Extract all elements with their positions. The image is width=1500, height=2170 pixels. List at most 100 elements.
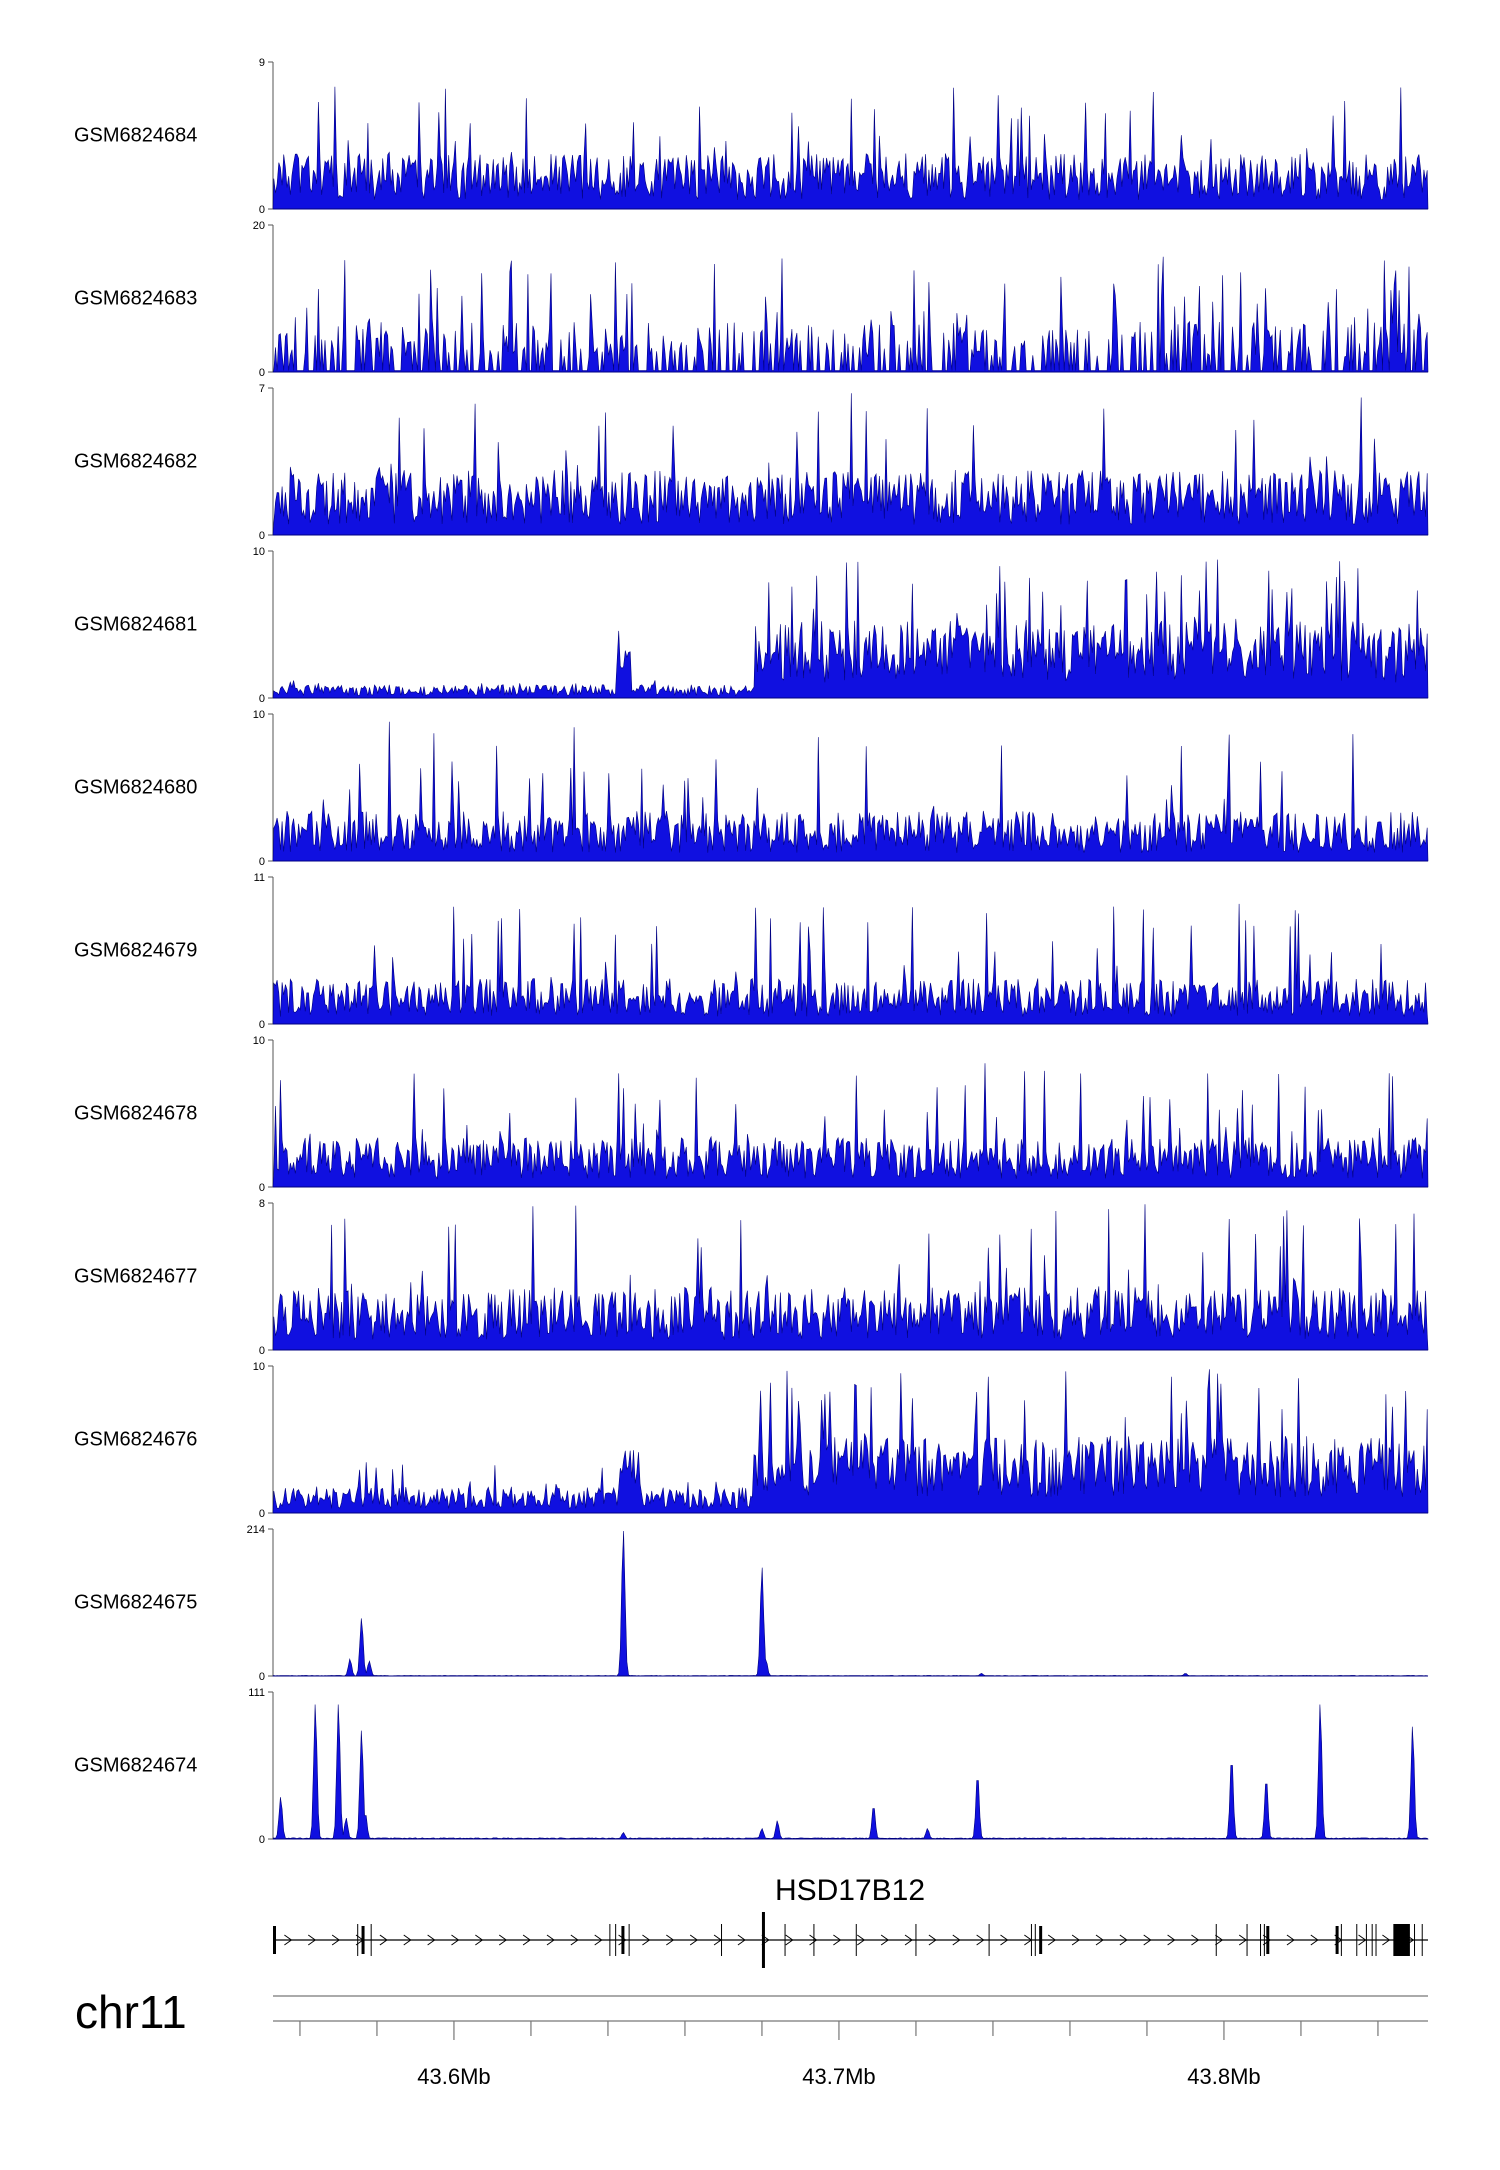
track-GSM6824684: GSM6824684 9 0 [74, 57, 1429, 216]
strand-arrow [1119, 1934, 1128, 1946]
strand-arrow [809, 1934, 818, 1946]
y-tick-label-max: 9 [259, 57, 265, 69]
y-tick-label-max: 11 [254, 872, 265, 884]
strand-arrow [1262, 1934, 1271, 1946]
gene-annotation-track: HSD17B12 [273, 1874, 1428, 1968]
strand-arrow [427, 1934, 436, 1946]
track-label: GSM6824679 [74, 940, 197, 962]
strand-arrow [642, 1934, 651, 1946]
strand-arrow [570, 1934, 579, 1946]
y-tick-label-min: 0 [259, 530, 265, 542]
axis-tick-label: 43.8Mb [1187, 2064, 1260, 2089]
strand-arrow [594, 1934, 603, 1946]
signal-area [272, 1369, 1429, 1514]
genome-axis: chr11 43.6Mb 43.7Mb 43.8Mb [75, 1986, 1428, 2089]
strand-arrow [1191, 1934, 1200, 1946]
strand-arrow [331, 1934, 341, 1946]
y-tick-label-min: 0 [259, 693, 265, 705]
strand-arrow [1167, 1934, 1176, 1946]
strand-arrow [403, 1934, 412, 1946]
exon [1266, 1926, 1270, 1954]
track-GSM6824675: GSM6824675 214 0 [74, 1524, 1429, 1683]
exon [621, 1926, 625, 1954]
strand-arrow [1071, 1934, 1080, 1946]
exon [761, 1912, 765, 1968]
signal-area [272, 1204, 1429, 1351]
y-tick-label-max: 10 [253, 546, 265, 558]
strand-arrow [522, 1934, 531, 1946]
strand-arrow [737, 1934, 746, 1946]
track-GSM6824676: GSM6824676 10 0 [74, 1361, 1429, 1520]
strand-arrow [1382, 1934, 1391, 1946]
y-tick-label-max: 10 [253, 1035, 265, 1047]
strand-arrow [1215, 1934, 1224, 1946]
y-tick-label-min: 0 [259, 204, 265, 216]
strand-arrow [1095, 1934, 1104, 1946]
y-tick-label-max: 10 [253, 709, 265, 721]
strand-arrow [785, 1934, 794, 1946]
y-tick-label-max: 20 [253, 220, 265, 232]
track-label: GSM6824681 [74, 614, 197, 636]
signal-area [272, 393, 1429, 536]
strand-arrow [451, 1934, 460, 1946]
axis-tick-label: 43.6Mb [417, 2064, 490, 2089]
signal-area [272, 1063, 1429, 1188]
y-tick-label-max: 8 [259, 1198, 265, 1210]
track-label: GSM6824676 [74, 1429, 197, 1451]
strand-arrow [1047, 1934, 1057, 1946]
strand-arrow [546, 1934, 555, 1946]
strand-arrow [475, 1934, 484, 1946]
strand-arrow [1238, 1934, 1248, 1946]
y-tick-label-min: 0 [259, 1182, 265, 1194]
track-GSM6824679: GSM6824679 11 0 [74, 872, 1429, 1031]
track-GSM6824683: GSM6824683 20 0 [74, 220, 1429, 379]
strand-arrow [379, 1934, 388, 1946]
gene-label: HSD17B12 [775, 1874, 925, 1907]
strand-arrow [833, 1934, 842, 1946]
track-label: GSM6824684 [74, 125, 197, 147]
exon [273, 1926, 276, 1954]
track-label: GSM6824682 [74, 451, 197, 473]
strand-arrow [880, 1934, 890, 1946]
strand-arrow [689, 1934, 699, 1946]
strand-arrow [1286, 1934, 1295, 1946]
strand-arrow [307, 1934, 317, 1946]
strand-arrow [952, 1934, 961, 1946]
y-tick-label-max: 10 [253, 1361, 265, 1373]
strand-arrow [976, 1934, 985, 1946]
y-tick-label-min: 0 [259, 367, 265, 379]
track-GSM6824682: GSM6824682 7 0 [74, 383, 1429, 542]
y-tick-label-min: 0 [259, 1671, 265, 1683]
strand-arrow [856, 1934, 866, 1946]
track-GSM6824677: GSM6824677 8 0 [74, 1198, 1429, 1357]
strand-arrow [904, 1934, 913, 1946]
exon [1039, 1926, 1043, 1954]
y-tick-label-max: 7 [259, 383, 265, 395]
axis-tick-label: 43.7Mb [802, 2064, 875, 2089]
track-label: GSM6824677 [74, 1266, 197, 1288]
signal-tracks: GSM682468490GSM6824683200GSM682468270GSM… [74, 57, 1429, 1846]
track-GSM6824681: GSM6824681 10 0 [74, 546, 1429, 705]
track-GSM6824680: GSM6824680 10 0 [74, 709, 1429, 868]
strand-arrow [1143, 1934, 1152, 1946]
strand-arrow [498, 1934, 508, 1946]
track-label: GSM6824675 [74, 1592, 197, 1614]
signal-area [272, 903, 1429, 1025]
strand-arrow [1358, 1934, 1367, 1946]
chromosome-label: chr11 [75, 1986, 187, 2038]
track-label: GSM6824678 [74, 1103, 197, 1125]
track-label: GSM6824674 [74, 1755, 197, 1777]
track-label: GSM6824680 [74, 777, 197, 799]
strand-arrow [618, 1934, 627, 1946]
y-tick-label-min: 0 [259, 1019, 265, 1031]
exon [1335, 1926, 1339, 1954]
y-tick-label-min: 0 [259, 1508, 265, 1520]
track-label: GSM6824683 [74, 288, 197, 310]
signal-area [272, 1530, 1429, 1677]
strand-arrow [928, 1934, 937, 1946]
y-tick-label-max: 214 [247, 1524, 265, 1536]
exon [361, 1926, 365, 1954]
signal-area [272, 559, 1429, 699]
track-GSM6824678: GSM6824678 10 0 [74, 1035, 1429, 1194]
